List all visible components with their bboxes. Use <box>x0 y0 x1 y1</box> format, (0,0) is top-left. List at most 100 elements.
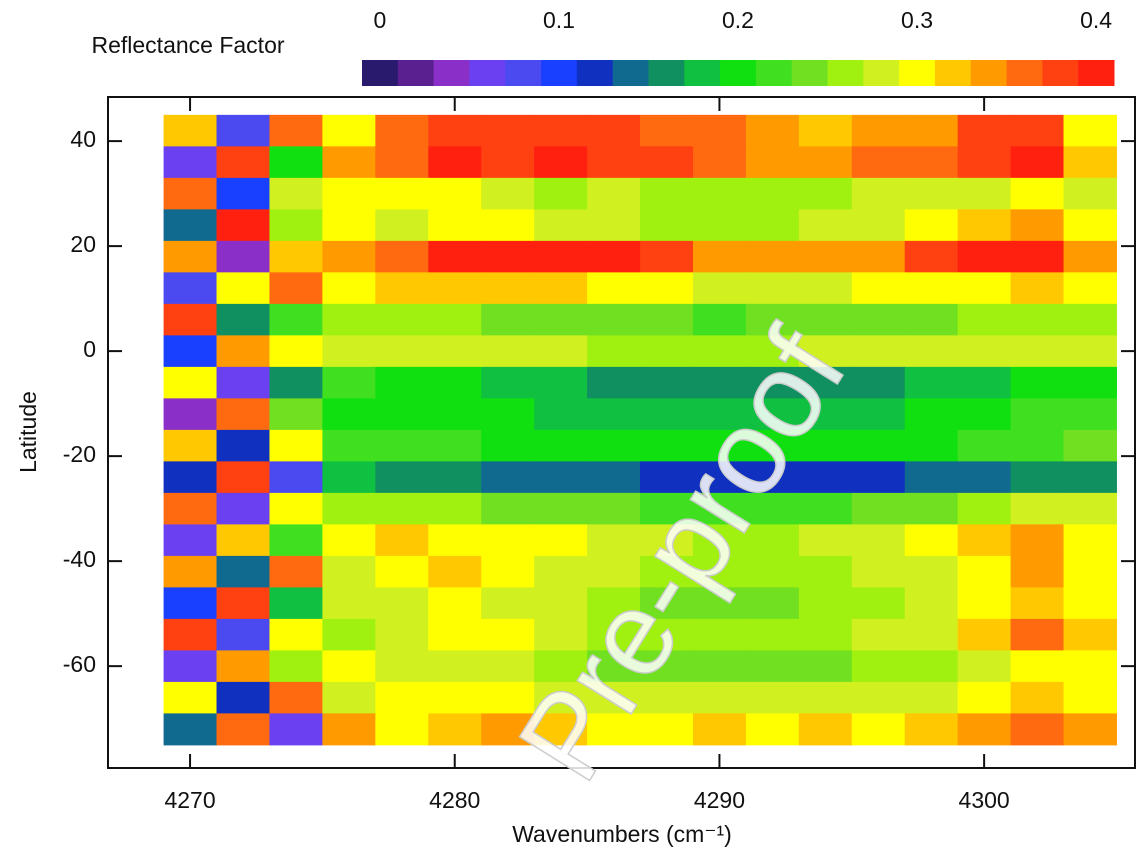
heatmap-cell <box>163 461 218 494</box>
heatmap-cell <box>640 398 694 431</box>
heatmap-cell <box>534 587 588 620</box>
heatmap-cell <box>587 713 641 746</box>
heatmap-cell <box>851 461 906 494</box>
heatmap-cell <box>375 177 429 210</box>
heatmap-cell <box>375 146 429 179</box>
heatmap-cell <box>481 461 535 494</box>
heatmap-cell <box>904 681 959 714</box>
heatmap-cell <box>692 492 747 525</box>
heatmap-cell <box>692 618 747 651</box>
heatmap-cell <box>481 366 535 399</box>
heatmap-cell <box>534 303 588 336</box>
heatmap-cell <box>692 429 747 462</box>
heatmap-cell <box>216 272 270 305</box>
heatmap-cell <box>1010 114 1065 147</box>
heatmap-cell <box>957 303 1012 336</box>
colorbar-swatch <box>362 60 399 86</box>
heatmap-cell <box>428 303 482 336</box>
heatmap-cell <box>692 303 747 336</box>
heatmap-cell <box>957 209 1012 242</box>
heatmap-cell <box>322 398 376 431</box>
heatmap-cell <box>163 713 218 746</box>
y-tick-label: 40 <box>70 126 96 152</box>
colorbar-tick-label: 0.4 <box>1080 7 1112 33</box>
heatmap-cell <box>745 240 800 273</box>
heatmap-cell <box>798 177 853 210</box>
heatmap-cell <box>957 240 1012 273</box>
heatmap-cell <box>428 177 482 210</box>
heatmap-cell <box>904 555 959 588</box>
heatmap-cell <box>745 114 800 147</box>
heatmap-cell <box>428 587 482 620</box>
heatmap-cell <box>904 650 959 683</box>
heatmap-cell <box>692 240 747 273</box>
heatmap-cell <box>640 681 694 714</box>
heatmap-cell <box>798 461 853 494</box>
heatmap-cell <box>798 240 853 273</box>
heatmap-cell <box>904 461 959 494</box>
heatmap-cell <box>534 209 588 242</box>
heatmap-cell <box>587 492 641 525</box>
colorbar-swatch <box>827 60 864 86</box>
heatmap-cell <box>904 177 959 210</box>
heatmap-cell <box>375 492 429 525</box>
heatmap-cell <box>163 618 218 651</box>
colorbar-tick-label: 0.3 <box>901 7 933 33</box>
heatmap-cell <box>587 650 641 683</box>
heatmap-cell <box>640 146 694 179</box>
heatmap-cell <box>481 303 535 336</box>
heatmap-cell <box>269 177 323 210</box>
heatmap-cell <box>163 146 218 179</box>
heatmap-cell <box>216 618 270 651</box>
heatmap-cell <box>692 398 747 431</box>
y-tick-label: 20 <box>70 231 96 257</box>
heatmap-cell <box>640 303 694 336</box>
heatmap-cell <box>957 429 1012 462</box>
heatmap-cell <box>428 398 482 431</box>
heatmap-cell <box>587 681 641 714</box>
heatmap-cell <box>692 555 747 588</box>
heatmap-cell <box>640 366 694 399</box>
heatmap-cell <box>534 524 588 557</box>
heatmap-cell <box>851 146 906 179</box>
heatmap-cell <box>322 366 376 399</box>
heatmap-cell <box>216 429 270 462</box>
heatmap-cell <box>1063 524 1117 557</box>
heatmap-cell <box>692 587 747 620</box>
heatmap-cell <box>534 177 588 210</box>
heatmap-cell <box>798 429 853 462</box>
heatmap-cell <box>692 461 747 494</box>
heatmap-cell <box>904 335 959 368</box>
heatmap-cell <box>957 524 1012 557</box>
heatmap-cell <box>692 366 747 399</box>
heatmap-cell <box>216 650 270 683</box>
heatmap-cell <box>851 492 906 525</box>
heatmap-cell <box>534 366 588 399</box>
heatmap-cell <box>798 681 853 714</box>
heatmap-cell <box>269 492 323 525</box>
heatmap-cell <box>534 555 588 588</box>
heatmap-cell <box>904 240 959 273</box>
heatmap-cell <box>163 555 218 588</box>
heatmap-cell <box>375 272 429 305</box>
heatmap-cell <box>798 303 853 336</box>
heatmap-cell <box>957 335 1012 368</box>
heatmap-cell <box>534 618 588 651</box>
heatmap-cell <box>375 713 429 746</box>
heatmap-cell <box>481 524 535 557</box>
heatmap-cell <box>322 461 376 494</box>
heatmap-cell <box>587 146 641 179</box>
heatmap-cell <box>587 398 641 431</box>
heatmap-cell <box>798 524 853 557</box>
colorbar-swatch <box>612 60 649 86</box>
heatmap-cell <box>745 555 800 588</box>
heatmap-cell <box>322 587 376 620</box>
heatmap-cell <box>322 240 376 273</box>
heatmap-cell <box>587 209 641 242</box>
heatmap-cell <box>481 335 535 368</box>
heatmap-cell <box>163 650 218 683</box>
heatmap-cell <box>692 681 747 714</box>
heatmap-cell <box>375 398 429 431</box>
colorbar-swatch <box>791 60 829 86</box>
heatmap-cell <box>1010 713 1065 746</box>
